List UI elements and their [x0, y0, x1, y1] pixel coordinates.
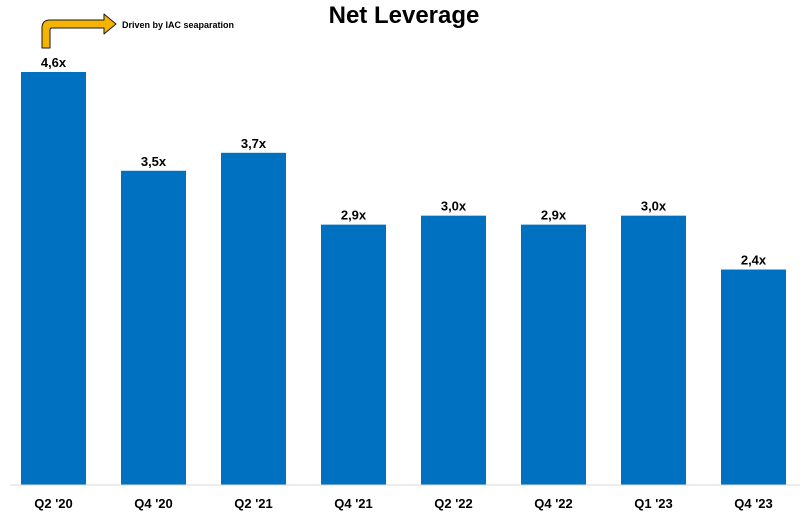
- bar-2: [221, 152, 286, 485]
- data-label-2: 3,7x: [241, 136, 267, 151]
- data-label-4: 3,0x: [441, 199, 467, 214]
- data-label-1: 3,5x: [141, 154, 167, 169]
- x-tick-label-7: Q4 '23: [734, 496, 773, 511]
- data-label-3: 2,9x: [341, 208, 367, 223]
- data-label-5: 2,9x: [541, 208, 567, 223]
- chart-title: Net Leverage: [329, 2, 480, 29]
- bar-7: [721, 269, 786, 485]
- bar-1: [121, 170, 186, 485]
- bar-3: [321, 224, 386, 485]
- bar-5: [521, 224, 586, 485]
- x-tick-label-0: Q2 '20: [34, 496, 73, 511]
- x-tick-label-1: Q4 '20: [134, 496, 173, 511]
- bar-6: [621, 215, 686, 486]
- bent-arrow-icon: [41, 13, 117, 49]
- data-label-0: 4,6x: [41, 55, 67, 70]
- data-labels-group: 4,6x 3,5x 3,7x 2,9x 3,0x 2,9x 3,0x 2,4x: [41, 55, 767, 268]
- annotation-arrow: Driven by IAC seaparation: [41, 13, 234, 49]
- x-tick-label-2: Q2 '21: [234, 496, 273, 511]
- x-tick-label-3: Q4 '21: [334, 496, 373, 511]
- annotation-text: Driven by IAC seaparation: [122, 20, 234, 30]
- x-tick-labels-group: Q2 '20 Q4 '20 Q2 '21 Q4 '21 Q2 '22 Q4 '22 Q1 '…: [34, 496, 773, 511]
- bars-group: [21, 72, 786, 486]
- x-tick-label-4: Q2 '22: [434, 496, 473, 511]
- x-tick-label-5: Q4 '22: [534, 496, 573, 511]
- bar-0: [21, 72, 86, 485]
- x-tick-label-6: Q1 '23: [634, 496, 673, 511]
- data-label-6: 3,0x: [641, 199, 667, 214]
- data-label-7: 2,4x: [741, 253, 767, 268]
- bar-4: [421, 215, 486, 486]
